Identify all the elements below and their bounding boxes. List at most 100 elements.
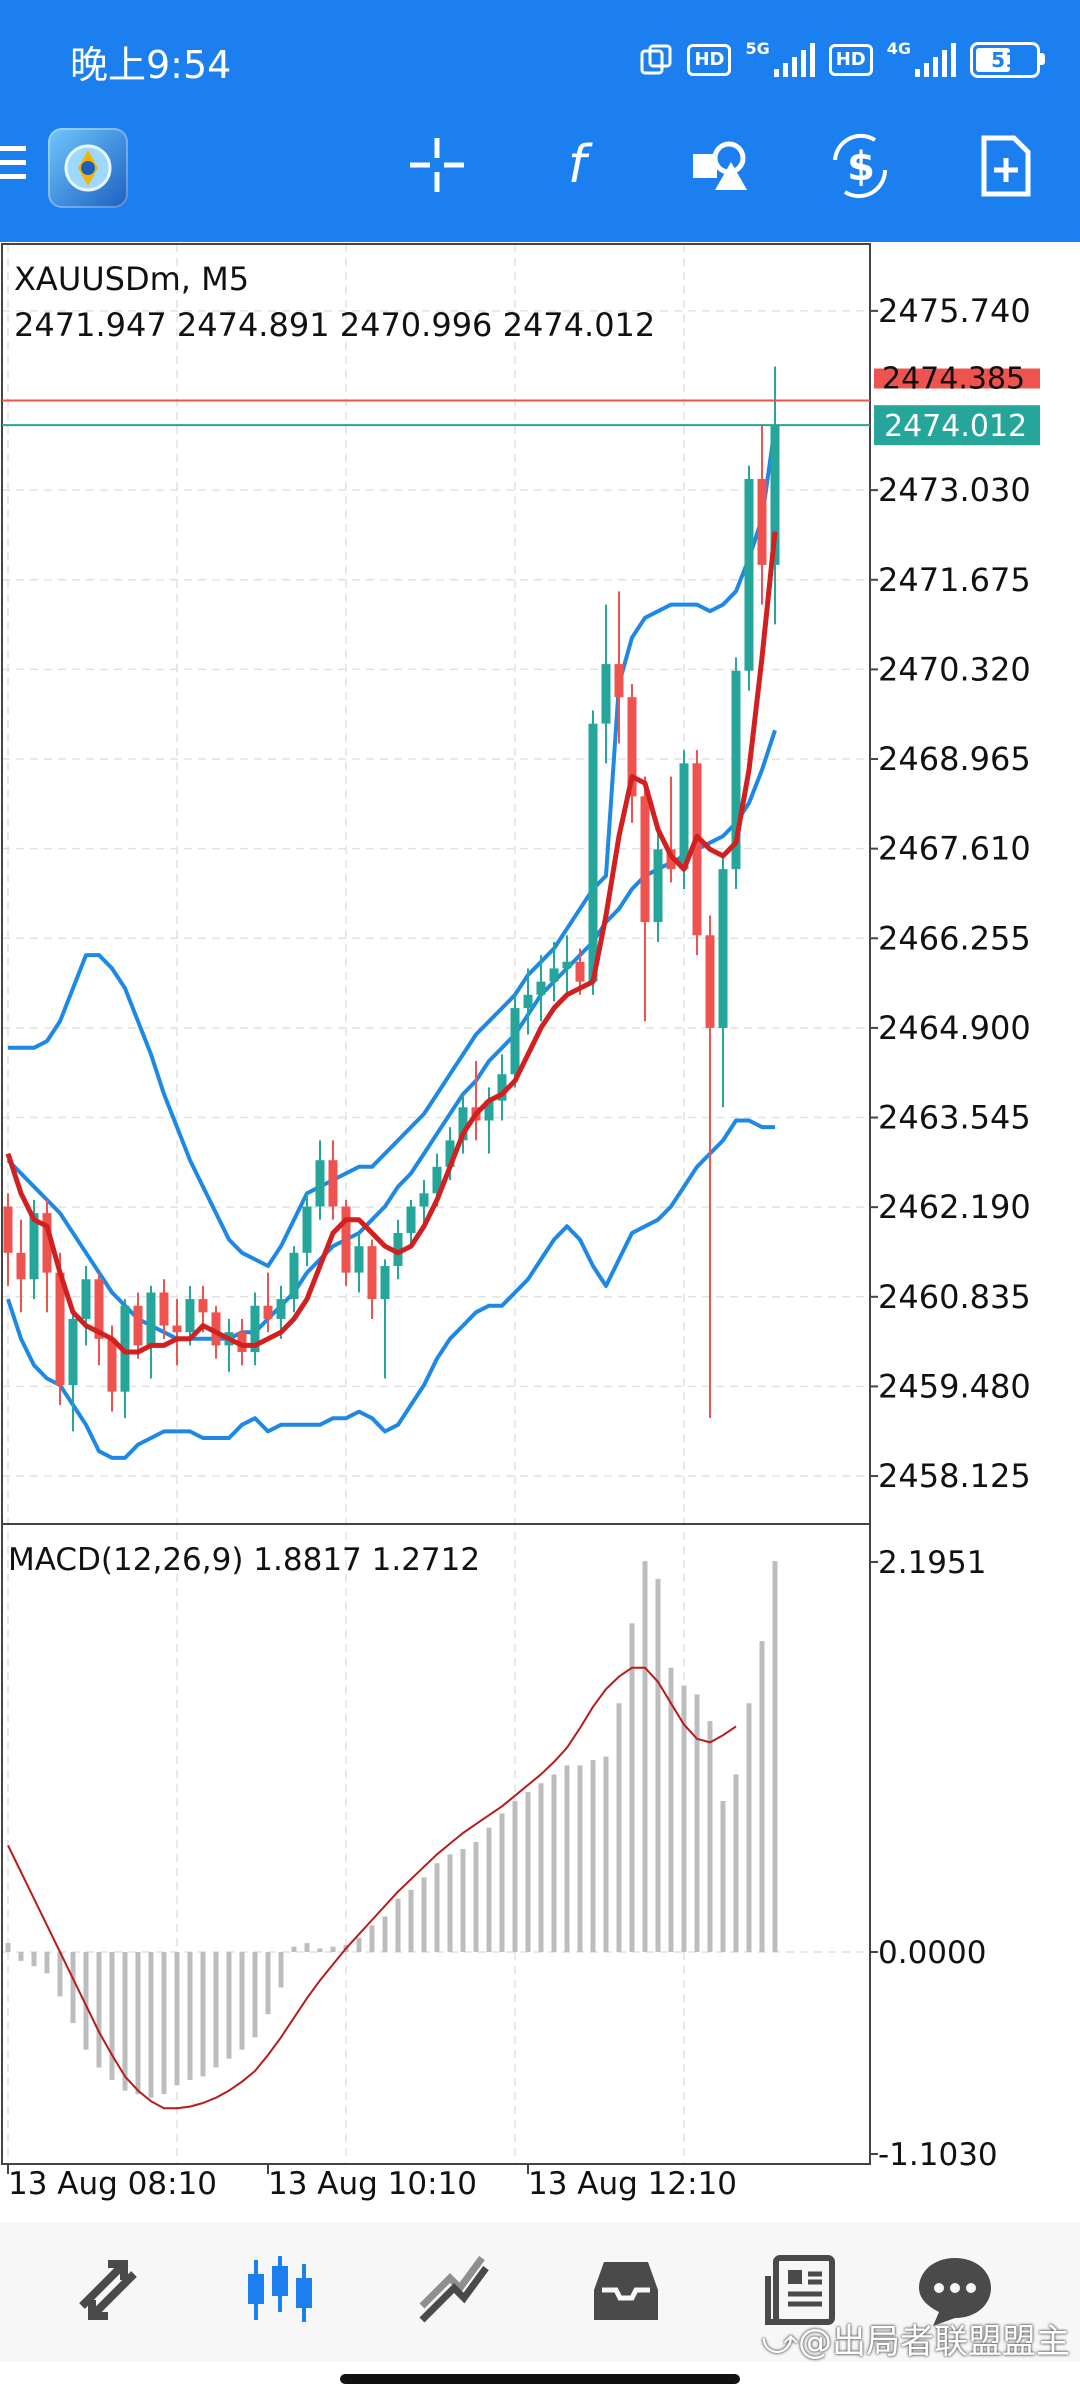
price-axis-label: 2471.675 xyxy=(878,561,1031,599)
current-price-badge-bg xyxy=(874,405,1040,446)
macd-signal-line xyxy=(7,1666,737,2110)
candle-body xyxy=(94,1279,104,1339)
ask-price-label-bg xyxy=(874,368,1040,389)
quotes-icon[interactable] xyxy=(68,2250,148,2330)
macd-histogram-bar xyxy=(577,1765,583,1952)
macd-histogram-bar xyxy=(434,1863,440,1952)
chart-area[interactable]: 2475.740 2473.030 2471.675 2470.320 2468.965… xyxy=(0,242,1080,2202)
macd-histogram-bar xyxy=(317,1948,323,1952)
price-axis-label: 2464.900 xyxy=(878,1009,1031,1047)
macd-histogram-bar xyxy=(291,1946,297,1952)
candle-body xyxy=(211,1312,221,1346)
macd-histogram-bar xyxy=(265,1952,271,2015)
candle-body xyxy=(614,664,624,698)
messages-icon[interactable] xyxy=(915,2250,995,2330)
candle-body xyxy=(276,1299,286,1319)
macd-axis-label: 0.0000 xyxy=(878,1935,986,1971)
macd-histogram-bar xyxy=(447,1854,453,1952)
candle-body xyxy=(445,1140,455,1167)
macd-label: MACD(12,26,9) 1.8817 1.2712 xyxy=(8,1542,480,1578)
indicators-icon[interactable]: f xyxy=(542,130,612,200)
price-axis-label: 2460.835 xyxy=(878,1278,1031,1316)
candle-body xyxy=(575,961,585,982)
macd-histogram-bar xyxy=(707,1721,713,1952)
chart-icon[interactable] xyxy=(240,2250,320,2330)
macd-histogram-bar xyxy=(395,1898,401,1952)
macd-histogram-bar xyxy=(252,1952,258,2038)
history-icon[interactable] xyxy=(586,2250,666,2330)
candle-body xyxy=(692,763,702,936)
macd-histogram-bar xyxy=(304,1943,310,1952)
candle-body xyxy=(653,849,663,923)
candle-body xyxy=(29,1213,39,1280)
macd-histogram-bar xyxy=(213,1952,219,2068)
macd-histogram-bar xyxy=(109,1952,115,2080)
macd-histogram-bar xyxy=(525,1792,531,1952)
macd-histogram-bar xyxy=(759,1641,765,1952)
macd-axis-label: -1.1030 xyxy=(878,2137,998,2173)
macd-histogram-bar xyxy=(681,1685,687,1952)
candle-body xyxy=(68,1318,78,1386)
candle-body xyxy=(107,1338,117,1392)
candle-body xyxy=(705,935,715,1028)
candle-body xyxy=(354,1246,364,1273)
app-logo[interactable] xyxy=(48,128,128,208)
trade-icon[interactable]: $ xyxy=(825,130,895,200)
candle-body xyxy=(640,796,650,923)
macd-histogram-bar xyxy=(44,1952,50,1974)
macd-histogram-bar xyxy=(564,1765,570,1952)
trade-nav-icon[interactable] xyxy=(414,2250,494,2330)
macd-histogram-bar xyxy=(187,1952,193,2080)
time-axis-label: 13 Aug 08:10 xyxy=(8,2166,217,2202)
candle-body xyxy=(263,1305,273,1319)
candle-body xyxy=(536,981,546,995)
macd-histogram-bar xyxy=(512,1800,518,1952)
candle-body xyxy=(159,1292,169,1326)
candle-body xyxy=(289,1252,299,1300)
candle-body xyxy=(601,664,611,724)
time-axis-label: 13 Aug 10:10 xyxy=(268,2166,477,2202)
macd-histogram-bar xyxy=(356,1937,362,1952)
news-icon[interactable] xyxy=(760,2250,840,2330)
chart-frame xyxy=(1,243,871,2165)
new-order-icon[interactable] xyxy=(970,130,1040,200)
macd-histogram-bar xyxy=(31,1952,37,1967)
macd-histogram-bar xyxy=(200,1952,206,2077)
net-4g: 4G xyxy=(886,38,911,58)
candle-body xyxy=(510,1008,520,1075)
candle-body xyxy=(679,763,689,870)
hd-badge: HD xyxy=(687,44,732,76)
macd-histogram-bar xyxy=(382,1916,388,1952)
screen-mirror-icon xyxy=(640,44,672,75)
price-axis-label: 2473.030 xyxy=(878,471,1031,509)
status-icons: HD 5G HD 4G 51 xyxy=(639,36,1045,84)
macd-histogram-bar xyxy=(278,1952,284,1988)
menu-icon[interactable] xyxy=(0,146,26,188)
candle-body xyxy=(380,1266,390,1300)
macd-histogram-bar xyxy=(629,1623,635,1952)
candle-body xyxy=(328,1160,338,1207)
price-chart[interactable]: 2475.740 2473.030 2471.675 2470.320 2468.965… xyxy=(0,242,1080,2202)
ohlc-label: 2471.947 2474.891 2470.996 2474.012 xyxy=(14,306,655,344)
macd-histogram-bar xyxy=(330,1946,336,1952)
price-axis-label: 2458.125 xyxy=(878,1457,1031,1495)
macd-histogram-bar xyxy=(226,1952,232,2059)
price-axis-label: 2467.610 xyxy=(878,830,1031,868)
candle-body xyxy=(172,1325,182,1333)
candle-body xyxy=(627,697,637,797)
app-header: 晚上9:54 HD 5G HD 4G 51 f $ xyxy=(0,0,1080,242)
home-indicator[interactable] xyxy=(340,2374,740,2384)
objects-icon[interactable] xyxy=(685,130,755,200)
candle-body xyxy=(198,1299,208,1313)
macd-histogram-bar xyxy=(590,1760,596,1952)
crosshair-icon[interactable] xyxy=(402,130,472,200)
macd-histogram-bar xyxy=(486,1827,492,1952)
macd-histogram-bar xyxy=(421,1877,427,1952)
net-5g: 5G xyxy=(745,38,770,58)
macd-histogram-bar xyxy=(733,1774,739,1952)
candle-body xyxy=(419,1193,429,1207)
macd-histogram-bar xyxy=(616,1703,622,1952)
macd-histogram-bar xyxy=(460,1848,466,1952)
ask-price-label: 2474.385 xyxy=(882,362,1025,397)
candle-body xyxy=(562,961,572,969)
